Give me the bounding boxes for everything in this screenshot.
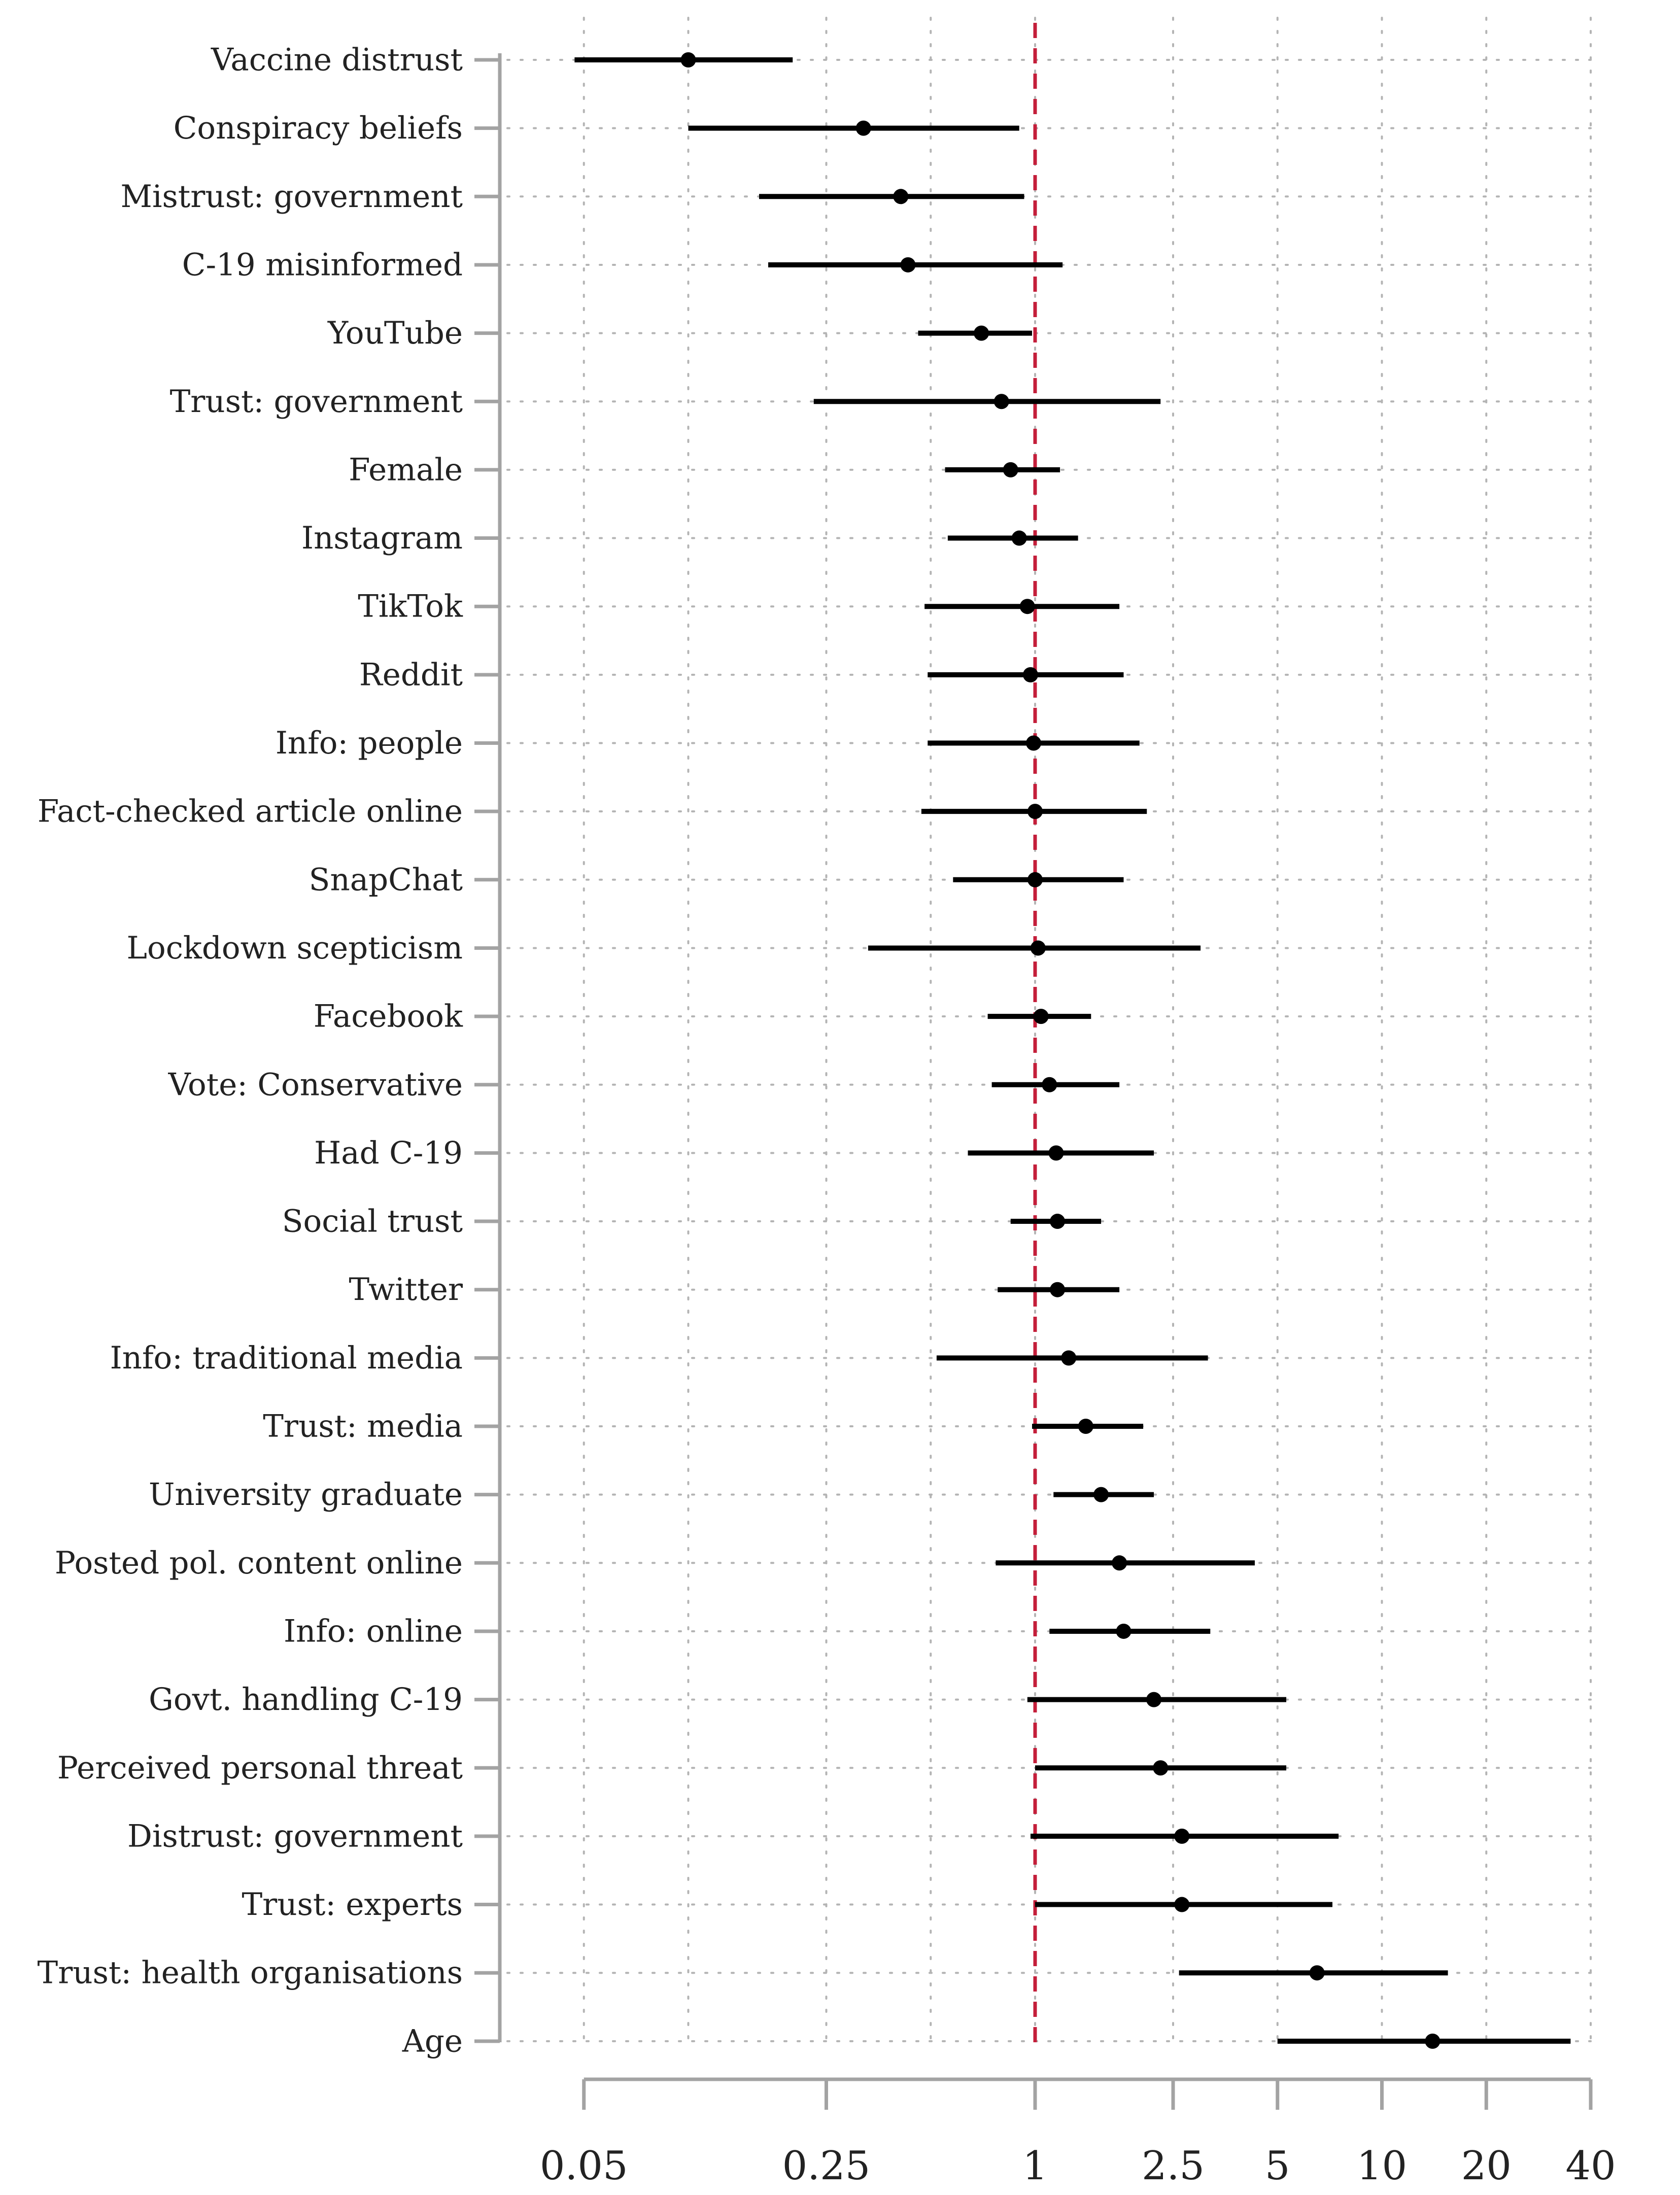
x-tick-label: 0.25 — [782, 2143, 871, 2189]
point-conspiracy-beliefs — [855, 120, 871, 136]
point-youtube — [974, 325, 989, 341]
category-label-posted-pol-content-online: Posted pol. content online — [55, 1545, 463, 1581]
category-label-female: Female — [349, 452, 463, 488]
category-label-twitter: Twitter — [349, 1272, 463, 1308]
point-perceived-personal-threat — [1153, 1760, 1169, 1776]
point-trust-government — [993, 394, 1009, 409]
point-vote-conservative — [1042, 1077, 1057, 1092]
axes — [474, 53, 1593, 2110]
point-c-19-misinformed — [900, 257, 916, 272]
point-info-traditional-media — [1061, 1350, 1077, 1366]
point-social-trust — [1050, 1214, 1066, 1229]
point-info-online — [1116, 1623, 1132, 1639]
point-posted-pol-content-online — [1112, 1555, 1127, 1571]
point-estimates — [680, 52, 1441, 2049]
category-label-mistrust-government: Mistrust: government — [120, 179, 463, 215]
category-label-lockdown-scepticism: Lockdown scepticism — [127, 930, 463, 966]
category-label-fact-checked-article-online: Fact-checked article online — [38, 794, 463, 830]
point-govt-handling-c-19 — [1146, 1692, 1162, 1707]
point-lockdown-scepticism — [1030, 940, 1046, 956]
category-label-social-trust: Social trust — [282, 1204, 463, 1240]
x-tick-label: 1 — [1022, 2143, 1048, 2189]
category-label-university-graduate: University graduate — [149, 1477, 463, 1513]
x-tick-label: 10 — [1357, 2143, 1407, 2189]
x-tick-labels: 0.05 0.25 1 2.5 5 10 20 40 — [540, 2143, 1616, 2189]
category-label-distrust-government: Distrust: government — [127, 1818, 463, 1854]
category-label-govt-handling-c-19: Govt. handling C-19 — [149, 1682, 463, 1718]
category-label-snapchat: SnapChat — [309, 862, 463, 898]
category-label-info-people: Info: people — [276, 725, 463, 761]
category-label-tiktok: TikTok — [358, 589, 463, 625]
point-female — [1003, 462, 1018, 477]
category-label-facebook: Facebook — [314, 999, 463, 1035]
category-label-info-online: Info: online — [284, 1613, 463, 1649]
category-label-trust-health-organisations: Trust: health organisations — [38, 1955, 463, 1991]
x-tick-label: 5 — [1265, 2143, 1290, 2189]
point-reddit — [1022, 667, 1038, 682]
category-label-c-19-misinformed: C-19 misinformed — [182, 247, 463, 283]
point-had-c-19 — [1048, 1145, 1064, 1161]
x-tick-label: 0.05 — [540, 2143, 628, 2189]
x-tick-label: 20 — [1461, 2143, 1512, 2189]
point-facebook — [1033, 1009, 1049, 1024]
point-mistrust-government — [893, 189, 909, 204]
category-labels: Vaccine distrust Conspiracy beliefs Mistru… — [38, 42, 463, 2060]
point-twitter — [1050, 1282, 1066, 1297]
gridlines — [506, 17, 1592, 2048]
category-label-trust-media: Trust: media — [263, 1409, 463, 1445]
category-label-had-c-19: Had C-19 — [314, 1135, 463, 1171]
category-label-vaccine-distrust: Vaccine distrust — [211, 42, 463, 78]
category-label-reddit: Reddit — [359, 657, 463, 693]
category-label-vote-conservative: Vote: Conservative — [168, 1067, 463, 1103]
point-vaccine-distrust — [680, 52, 696, 67]
category-label-instagram: Instagram — [301, 520, 463, 556]
point-tiktok — [1019, 599, 1035, 614]
point-snapchat — [1027, 872, 1043, 887]
point-trust-experts — [1174, 1897, 1190, 1912]
category-label-trust-government: Trust: government — [170, 384, 463, 420]
confidence-intervals — [574, 57, 1571, 2044]
x-tick-label: 40 — [1565, 2143, 1616, 2189]
point-instagram — [1011, 530, 1027, 546]
category-label-info-traditional-media: Info: traditional media — [110, 1340, 463, 1376]
point-age — [1425, 2033, 1441, 2049]
category-label-conspiracy-beliefs: Conspiracy beliefs — [174, 110, 463, 146]
point-trust-media — [1078, 1419, 1093, 1434]
point-distrust-government — [1174, 1828, 1190, 1844]
x-tick-label: 2.5 — [1142, 2143, 1205, 2189]
point-info-people — [1026, 735, 1042, 751]
category-label-trust-experts: Trust: experts — [242, 1887, 463, 1923]
point-fact-checked-article-online — [1027, 804, 1043, 819]
category-label-age: Age — [402, 2023, 463, 2059]
category-label-perceived-personal-threat: Perceived personal threat — [57, 1750, 463, 1786]
point-university-graduate — [1093, 1487, 1109, 1502]
category-label-youtube: YouTube — [327, 315, 463, 351]
point-trust-health-organisations — [1309, 1965, 1325, 1981]
